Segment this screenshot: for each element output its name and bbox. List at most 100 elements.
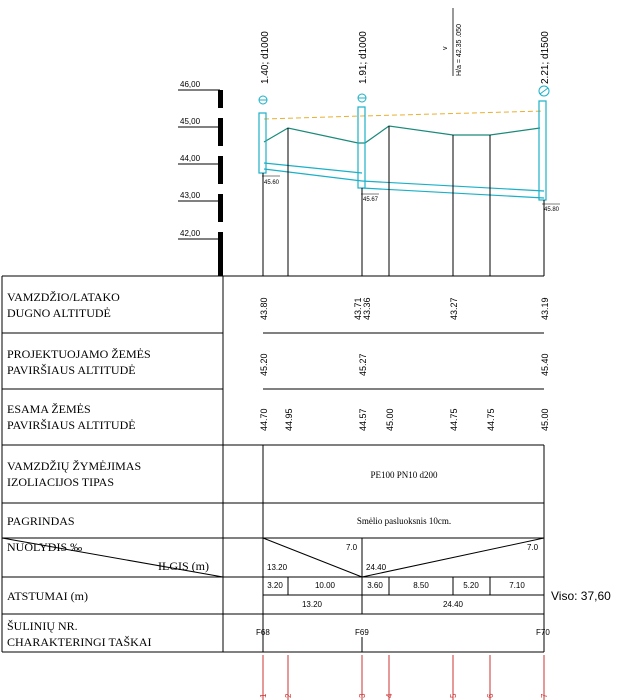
point-number: 7 xyxy=(540,693,549,698)
existing-ground-line xyxy=(263,125,541,144)
slope-diagonal xyxy=(1,537,224,578)
design-ground-line xyxy=(263,110,545,120)
distance-value: 3.60 xyxy=(367,581,383,590)
row-label: DUGNO ALTITUDĖ xyxy=(7,306,111,320)
row-label: ESAMA ŽEMĖS xyxy=(7,402,91,416)
slopes: 7.0 13.20 7.0 24.40 xyxy=(267,543,539,572)
row-label: ILGIS (m) xyxy=(158,559,209,573)
length-value: 13.20 xyxy=(267,563,288,572)
row-label: PAVIRŠIAUS ALTITUDĖ xyxy=(7,418,136,432)
level-label: 46,00 xyxy=(180,80,201,89)
manhole-shaft-3 xyxy=(538,100,547,201)
manhole-shafts xyxy=(258,100,547,201)
pipe-label-1: 1.40; d1000 xyxy=(260,31,271,84)
row-label: PROJEKTUOJAMO ŽEMĖS xyxy=(7,347,151,361)
row-label: PAGRINDAS xyxy=(7,514,75,528)
manhole-icon xyxy=(538,85,550,97)
scale-bar-gap xyxy=(218,146,223,156)
slope-value: 7.0 xyxy=(346,543,358,552)
altitude-value: 44.57 xyxy=(358,408,368,431)
pipe-label-2: 1.91; d1000 xyxy=(358,31,369,84)
pipe-spec: PE100 PN10 d200 xyxy=(370,470,438,480)
row-label: CHARAKTERINGI TAŠKAI xyxy=(7,635,151,649)
manhole-icon-bar xyxy=(539,87,549,95)
altitude-value: 45.20 xyxy=(259,353,269,376)
pipe xyxy=(263,162,545,199)
altitude-value: 43.71 xyxy=(353,297,363,320)
slope-value: 7.0 xyxy=(527,543,539,552)
level-label: 44,00 xyxy=(180,154,201,163)
altitude-value: 43.27 xyxy=(449,297,459,320)
row-label: ŠULINIŲ NR. xyxy=(7,619,78,633)
pipe-top-1 xyxy=(263,162,363,174)
row-label: VAMZDŽIO/LATAKO xyxy=(7,290,120,304)
speed-label-v: v xyxy=(442,46,449,50)
altitude-value: 44.95 xyxy=(284,408,294,431)
row-label: VAMZDŽIŲ ŽYMĖJIMAS xyxy=(7,459,141,473)
altitude-value: 45.40 xyxy=(540,353,550,376)
point-numbers: 1 2 3 4 5 6 7 xyxy=(259,693,549,698)
altitude-value: 45.00 xyxy=(540,408,550,431)
point-number: 3 xyxy=(358,693,367,698)
altitude-value: 45.27 xyxy=(358,353,368,376)
well-label: F70 xyxy=(536,628,550,637)
distance-value: 8.50 xyxy=(413,581,429,590)
slope-diagonal xyxy=(361,537,545,578)
scale-bar-gap xyxy=(218,108,223,118)
scale-bar-gap xyxy=(218,222,223,232)
altitude-value: 45.00 xyxy=(385,408,395,431)
table-frame xyxy=(1,275,545,653)
marker-label-3: 45.80 xyxy=(544,207,560,213)
manhole-symbols xyxy=(258,85,550,105)
design-altitudes: 45.20 45.27 45.40 xyxy=(259,353,550,376)
row-label: PAVIRŠIAUS ALTITUDĖ xyxy=(7,363,136,377)
wells: F68 F69 F70 xyxy=(256,628,550,652)
level-label: 42,00 xyxy=(180,229,201,238)
row-labels: VAMZDŽIO/LATAKO DUGNO ALTITUDĖ PROJEKTUO… xyxy=(7,290,209,649)
pipe-label-3: 2.21; d1500 xyxy=(540,31,551,84)
existing-altitudes: 44.70 44.95 44.57 45.00 44.75 44.75 45.0… xyxy=(259,408,550,431)
total-length: Viso: 37,60 xyxy=(551,589,611,603)
scale-bar xyxy=(218,90,223,276)
level-scale: 46,00 45,00 44,00 43,00 42,00 xyxy=(178,80,223,276)
distance-total: 13.20 xyxy=(302,600,323,609)
well-label: F69 xyxy=(355,628,369,637)
foundation-text: Smėlio pasluoksnis 10cm. xyxy=(357,516,451,526)
point-number: 4 xyxy=(385,693,394,698)
level-label: 43,00 xyxy=(180,191,201,200)
marker-label-1: 45.60 xyxy=(264,180,280,186)
distance-value: 3.20 xyxy=(267,581,283,590)
distance-value: 10.00 xyxy=(315,581,336,590)
well-label: F68 xyxy=(256,628,270,637)
marker-labels: 45.60 45.67 45.80 xyxy=(262,175,560,213)
length-value: 24.40 xyxy=(366,563,387,572)
altitude-value: 43.19 xyxy=(540,297,550,320)
point-number: 5 xyxy=(449,693,458,698)
row-label: NUOLYDIS ‰ xyxy=(7,540,82,554)
manhole-shaft-2 xyxy=(357,106,366,189)
altitude-value: 43.36 xyxy=(362,297,372,320)
point-number: 1 xyxy=(259,693,268,698)
altitude-value: 43.80 xyxy=(259,297,269,320)
point-markers xyxy=(262,655,545,700)
distance-value: 7.10 xyxy=(509,581,525,590)
distances: 3.20 10.00 3.60 8.50 5.20 7.10 13.20 24.… xyxy=(267,581,525,609)
bottom-altitudes: 43.80 43.71 43.36 43.27 43.19 xyxy=(259,297,550,320)
level-label: 45,00 xyxy=(180,117,201,126)
row-label: IZOLIACIJOS TIPAS xyxy=(7,475,114,489)
manhole-shaft-1 xyxy=(258,112,267,174)
marker-label-2: 45.67 xyxy=(363,197,379,203)
point-number: 6 xyxy=(486,693,495,698)
altitude-value: 44.70 xyxy=(259,408,269,431)
distance-total: 24.40 xyxy=(443,600,464,609)
altitude-value: 44.75 xyxy=(449,408,459,431)
pipe-bottom-1 xyxy=(263,168,363,182)
distance-value: 5.20 xyxy=(463,581,479,590)
slope-diagonal xyxy=(262,537,363,578)
scale-bar-gap xyxy=(218,184,223,194)
speed-label-h: H/a = 42.35 .050 xyxy=(456,24,463,76)
altitude-value: 44.75 xyxy=(486,408,496,431)
chainage-lines-upper xyxy=(262,126,545,276)
row-label: ATSTUMAI (m) xyxy=(7,589,88,603)
